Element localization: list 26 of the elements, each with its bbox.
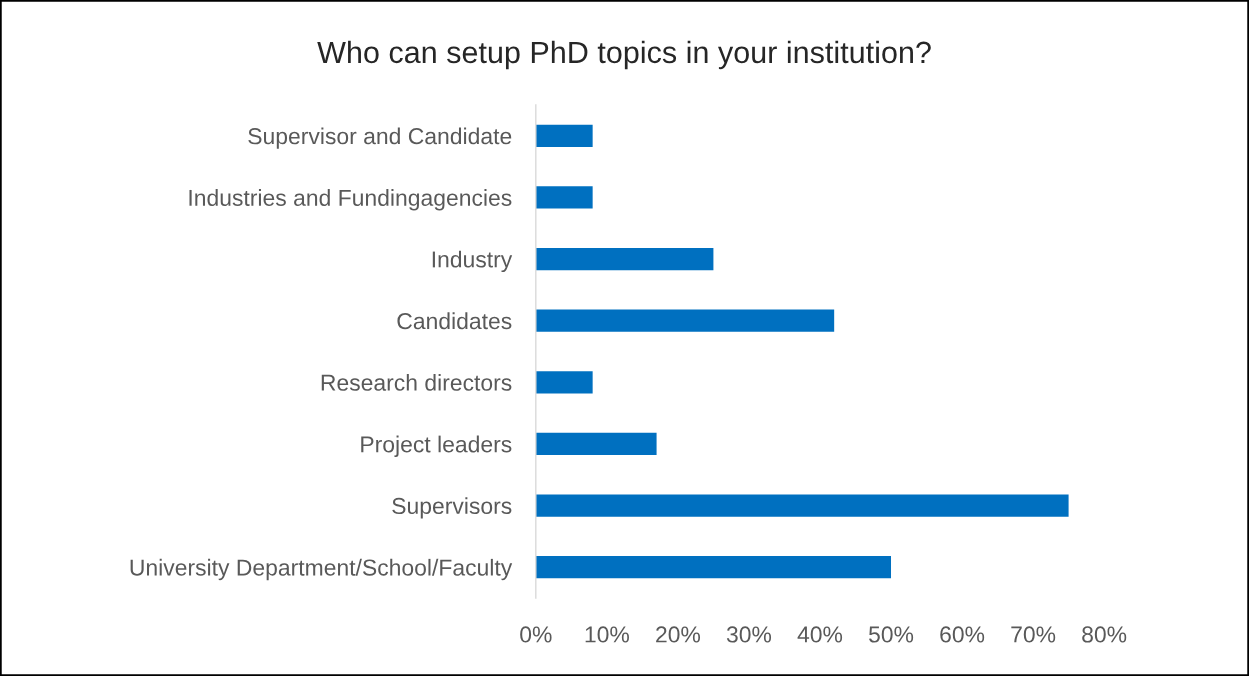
bar (535, 371, 593, 394)
x-tick-label: 20% (656, 626, 701, 643)
y-tick-label: Project leaders (361, 435, 512, 457)
bar (535, 309, 835, 332)
y-tick-label: Supervisors (392, 497, 512, 519)
bar (535, 494, 1069, 517)
bar (535, 556, 892, 579)
x-tick-label: 80% (1082, 626, 1127, 643)
y-tick-label: Candidates (397, 312, 512, 330)
bar (535, 186, 593, 209)
y-tick-label: Research directors (321, 374, 512, 391)
x-tick-label: 0% (520, 626, 552, 643)
x-tick-label: 50% (868, 626, 914, 643)
x-tick-label: 60% (940, 626, 985, 643)
x-tick-label: 10% (585, 626, 629, 643)
y-tick-label: Industries and Fundingagencies (189, 189, 512, 211)
y-tick-label: University Department/School/Faculty (130, 558, 513, 581)
bar (535, 247, 714, 271)
x-tick-label: 30% (726, 626, 772, 643)
y-tick-label: Industry (432, 250, 513, 273)
bar (535, 432, 657, 456)
chart-title: Who can setup PhD topics in your institution? (317, 40, 931, 70)
bar (535, 124, 593, 147)
y-tick-label: Supervisor and Candidate (248, 127, 512, 149)
x-tick-label: 70% (1011, 626, 1056, 643)
x-tick-label: 40% (797, 626, 843, 643)
